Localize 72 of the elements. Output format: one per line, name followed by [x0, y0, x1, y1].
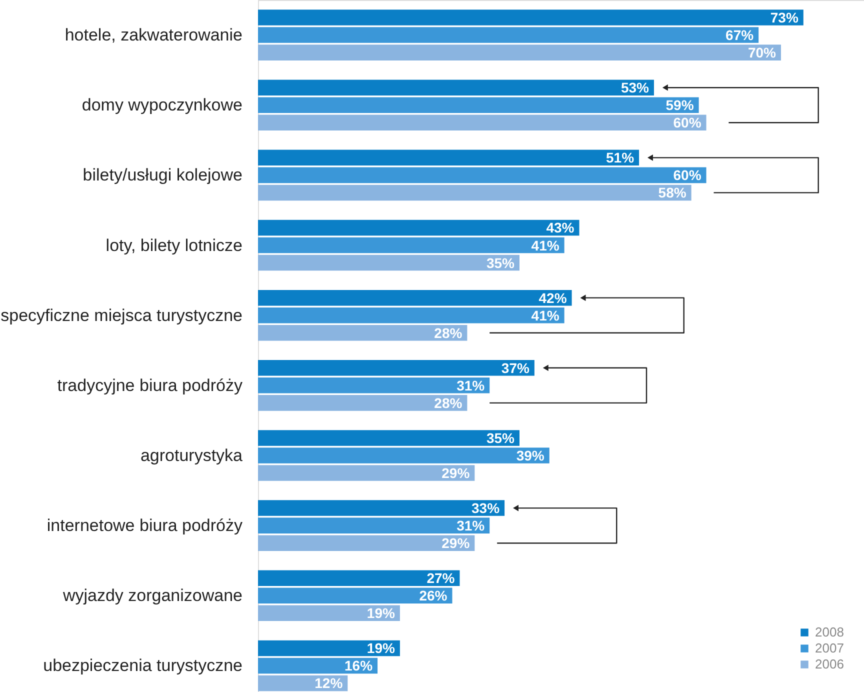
legend-label: 2007 [815, 640, 844, 656]
data-label: 31% [456, 377, 486, 394]
data-label: 37% [501, 360, 530, 376]
data-label: 43% [546, 220, 575, 236]
bar [258, 254, 520, 271]
legend-label: 2006 [815, 656, 844, 672]
bar [258, 290, 572, 306]
bar [258, 640, 400, 656]
bar [258, 150, 640, 166]
data-label: 41% [531, 237, 560, 254]
bar [258, 518, 490, 534]
data-label: 58% [658, 184, 687, 201]
bar [258, 658, 378, 674]
data-label: 60% [673, 114, 702, 131]
data-label: 35% [486, 254, 516, 271]
data-label: 28% [434, 324, 463, 341]
y-tick-label: wyjazdy zorganizowane [62, 586, 242, 606]
bar [258, 360, 534, 376]
bar [258, 220, 580, 236]
y-tick-label: loty, bilety lotnicze [106, 236, 242, 255]
data-label: 19% [366, 640, 396, 656]
bar [258, 448, 550, 464]
data-label: 31% [456, 518, 486, 534]
bar [258, 430, 520, 446]
y-tick-label: hotele, zakwaterowanie [64, 26, 242, 45]
data-label: 29% [442, 465, 470, 482]
legend-label: 2008 [815, 624, 844, 640]
bar [258, 588, 452, 604]
bar [258, 307, 564, 324]
data-label: 26% [419, 588, 448, 604]
bar [258, 395, 468, 411]
bar [258, 44, 781, 60]
data-label: 19% [366, 605, 396, 622]
y-tick-label: ubezpieczenia turystyczne [43, 656, 242, 676]
data-label: 59% [666, 97, 694, 114]
data-label: 33% [472, 500, 500, 516]
bar [258, 167, 706, 184]
data-label: 42% [538, 290, 568, 306]
data-label: 12% [314, 675, 344, 692]
data-label: 16% [344, 658, 374, 674]
bar [258, 500, 505, 516]
y-tick-label: bilety/usługi kolejowe [82, 166, 242, 185]
bar [258, 184, 692, 201]
data-label: 35% [486, 430, 516, 446]
bar [258, 605, 400, 622]
data-label: 39% [516, 447, 545, 464]
data-label: 28% [434, 394, 463, 411]
bar [258, 378, 490, 394]
bar [258, 535, 475, 551]
bar [258, 570, 460, 586]
bar [258, 27, 759, 43]
bar [258, 465, 475, 481]
data-label: 73% [770, 10, 799, 26]
data-label: 41% [531, 307, 560, 324]
bar [258, 237, 564, 254]
data-label: 60% [673, 167, 702, 184]
y-tick-label: internetowe biura podróży [46, 516, 243, 536]
data-label: 53% [620, 80, 650, 96]
y-tick-label: specyficzne miejsca turystyczne [0, 306, 242, 325]
y-tick-label: agroturystyka [140, 446, 244, 465]
data-label: 27% [426, 570, 456, 586]
data-label: 51% [606, 150, 635, 166]
bar [258, 324, 468, 341]
bar [258, 114, 706, 131]
data-label: 70% [748, 44, 777, 61]
data-label: 29% [442, 535, 470, 552]
y-tick-label: tradycyjne biura podróży [57, 376, 243, 395]
y-tick-label: domy wypoczynkowe [82, 96, 242, 115]
bar [258, 97, 699, 113]
bar [258, 10, 804, 26]
data-label: 67% [726, 27, 754, 44]
bar [258, 80, 654, 96]
